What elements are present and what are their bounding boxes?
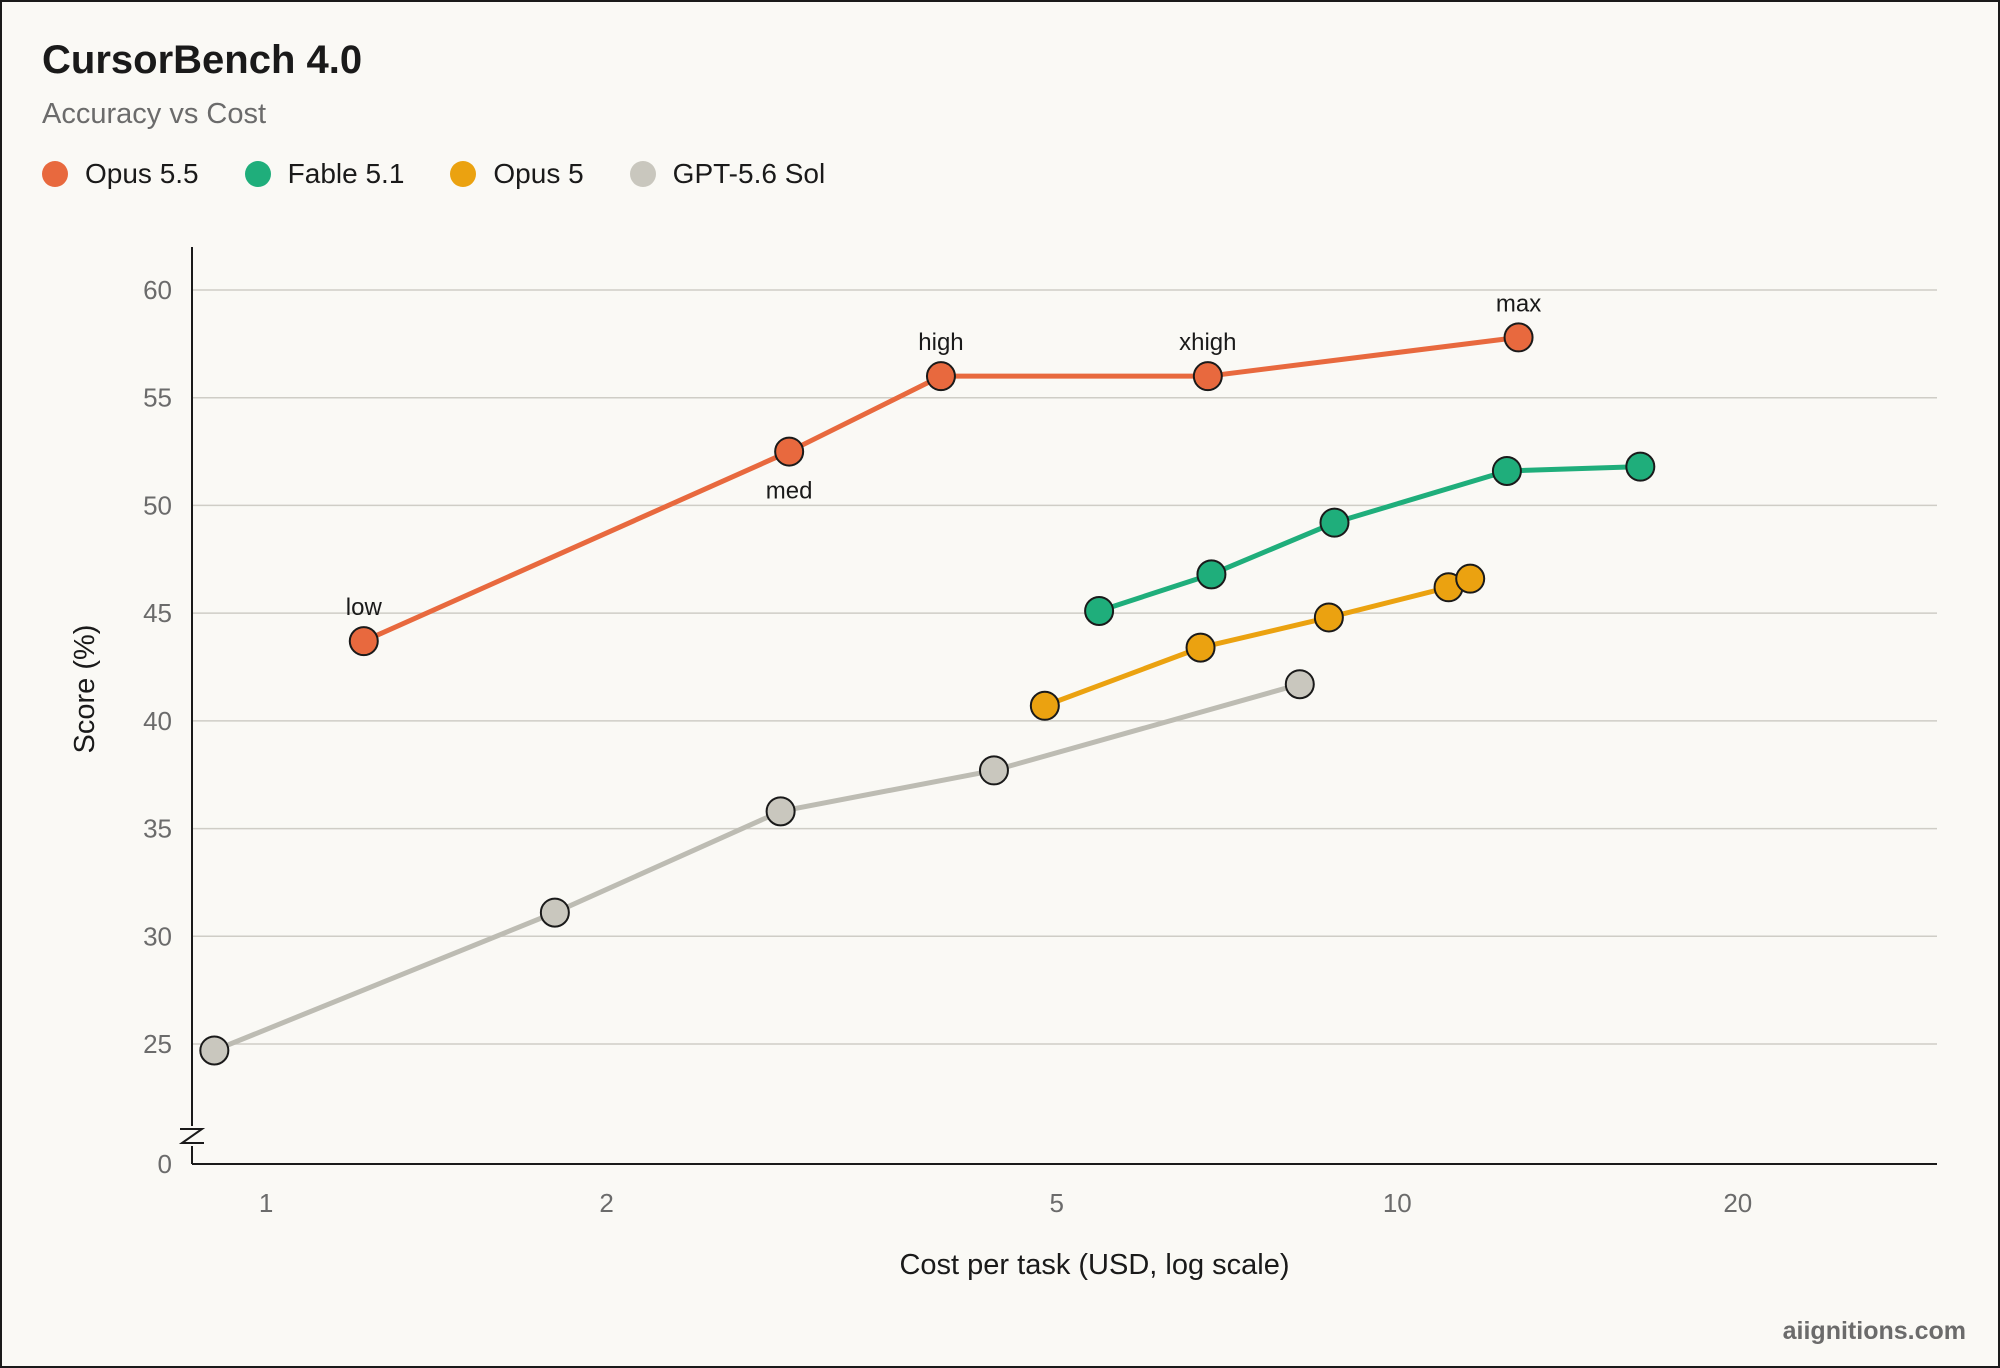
legend-swatch <box>42 161 68 187</box>
y-tick-label: 50 <box>143 490 172 520</box>
y-axis-label: Score (%) <box>69 625 101 754</box>
data-point <box>978 755 1009 786</box>
axis-break-marker <box>178 1128 206 1144</box>
data-point <box>1625 451 1656 482</box>
legend-swatch <box>629 161 656 187</box>
legend-item-opus-5: Opus 5 <box>450 158 584 190</box>
y-tick-label: 25 <box>143 1029 172 1059</box>
data-point <box>774 436 805 467</box>
data-point <box>1503 322 1534 353</box>
legend-label: Opus 5 <box>493 158 584 189</box>
x-tick-label: 10 <box>1383 1188 1412 1218</box>
data-point <box>1185 632 1216 663</box>
data-label: med <box>766 478 813 505</box>
y-tick-label: 35 <box>143 814 172 844</box>
y-tick-label: 60 <box>143 275 172 305</box>
x-tick-label: 5 <box>1050 1188 1064 1218</box>
data-point <box>539 897 570 928</box>
legend-swatch <box>244 161 271 187</box>
series-line <box>211 681 1303 1053</box>
legend-swatch <box>450 161 477 187</box>
data-label: low <box>346 594 383 621</box>
legend: Opus 5.5 Fable 5.1 Opus 5 GPT-5.6 Sol <box>42 158 871 190</box>
legend-item-gpt-5-6-sol: GPT-5.6 Sol <box>629 158 826 190</box>
chart-subtitle: Accuracy vs Cost <box>42 98 266 130</box>
data-point <box>1192 361 1223 392</box>
data-label: max <box>1496 290 1541 317</box>
data-point <box>348 626 379 657</box>
x-tick-label: 2 <box>599 1188 613 1218</box>
legend-label: Fable 5.1 <box>287 158 405 189</box>
data-point <box>1491 455 1522 486</box>
legend-item-fable-5-1: Fable 5.1 <box>244 158 405 190</box>
x-axis-label: Cost per task (USD, log scale) <box>899 1249 1289 1281</box>
y-tick-label: 30 <box>143 921 172 951</box>
data-point <box>1284 669 1315 700</box>
data-point <box>199 1035 230 1066</box>
x-tick-label: 20 <box>1723 1188 1752 1218</box>
data-point <box>925 361 956 392</box>
series-line <box>1042 576 1473 709</box>
data-point <box>765 796 796 827</box>
data-point <box>1084 595 1115 626</box>
data-label: xhigh <box>1179 329 1236 356</box>
watermark: aiignitions.com <box>1782 1317 1966 1345</box>
y-tick-label: 55 <box>143 383 172 413</box>
legend-label: GPT-5.6 Sol <box>672 158 826 189</box>
data-point <box>1319 507 1350 538</box>
data-point <box>1455 563 1486 594</box>
legend-label: Opus 5.5 <box>85 158 199 189</box>
x-tick-label: 1 <box>259 1188 273 1218</box>
y-tick-label: 40 <box>143 706 172 736</box>
data-point <box>1196 559 1227 590</box>
series-line <box>1096 464 1643 614</box>
data-point <box>1029 690 1060 721</box>
legend-item-opus-5-5: Opus 5.5 <box>42 158 199 190</box>
y-tick-label: 45 <box>143 598 172 628</box>
data-point <box>1313 602 1344 633</box>
data-label: high <box>918 329 963 356</box>
y-tick-label: 0 <box>158 1149 172 1179</box>
chart-title: CursorBench 4.0 <box>42 38 363 82</box>
